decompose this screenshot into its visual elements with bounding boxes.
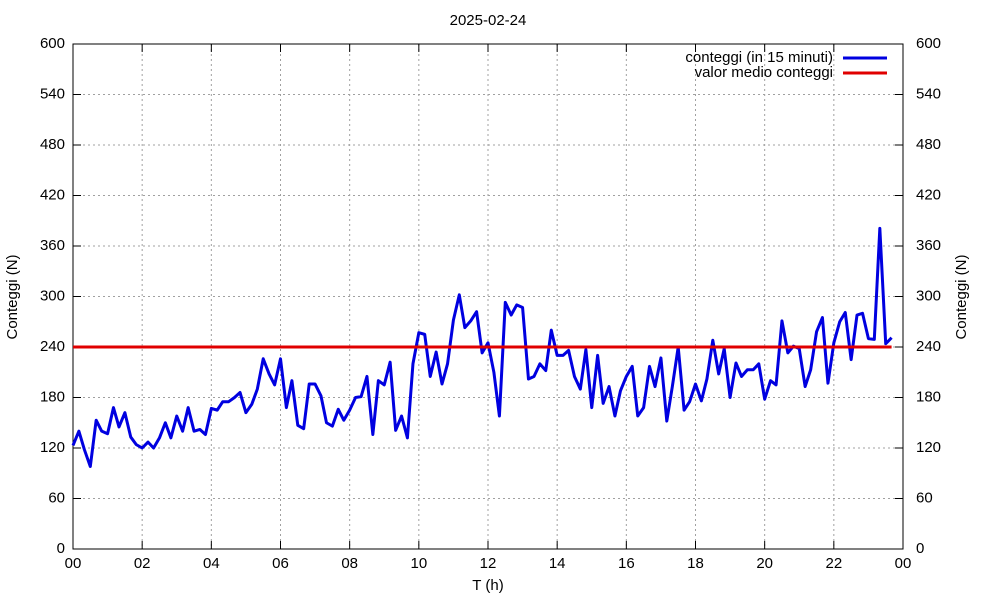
y2-tick-label: 0 [916,540,924,557]
x-tick-label: 18 [687,555,704,572]
y2-axis-label: Conteggi (N) [953,254,970,339]
y-tick-label: 60 [48,489,65,506]
y2-tick-label: 540 [916,85,941,102]
y-tick-label: 180 [40,388,65,405]
y-axis-label: Conteggi (N) [4,254,21,339]
plot-frame [72,43,904,550]
x-tick-label: 06 [272,555,289,572]
x-tick-label: 00 [65,555,82,572]
x-axis-label: T (h) [472,577,503,594]
y2-tick-label: 600 [916,35,941,52]
y-tick-label: 600 [40,35,65,52]
y-tick-label: 360 [40,237,65,254]
y2-tick-label: 240 [916,338,941,355]
y-tick-label: 240 [40,338,65,355]
x-tick-label: 10 [410,555,427,572]
y-tick-label: 540 [40,85,65,102]
x-tick-label: 20 [756,555,773,572]
x-tick-label: 14 [549,555,566,572]
series-line [71,226,893,469]
y2-tick-label: 60 [916,489,933,506]
chart-title: 2025-02-24 [450,12,527,29]
y-tick-label: 120 [40,439,65,456]
legend-label: conteggi (in 15 minuti) [685,49,833,66]
x-tick-label: 12 [480,555,497,572]
y2-tick-label: 300 [916,287,941,304]
y2-tick-label: 480 [916,136,941,153]
y-tick-label: 300 [40,287,65,304]
y2-tick-label: 420 [916,186,941,203]
x-tick-label: 04 [203,555,220,572]
x-tick-label: 02 [134,555,151,572]
legend-label: valor medio conteggi [695,64,833,81]
x-tick-label: 08 [341,555,358,572]
y-tick-label: 480 [40,136,65,153]
x-tick-label: 16 [618,555,635,572]
y-tick-label: 0 [57,540,65,557]
y2-tick-label: 180 [916,388,941,405]
y-tick-label: 420 [40,186,65,203]
y2-tick-label: 360 [916,237,941,254]
x-tick-label: 22 [825,555,842,572]
x-tick-label: 00 [895,555,912,572]
y2-tick-label: 120 [916,439,941,456]
